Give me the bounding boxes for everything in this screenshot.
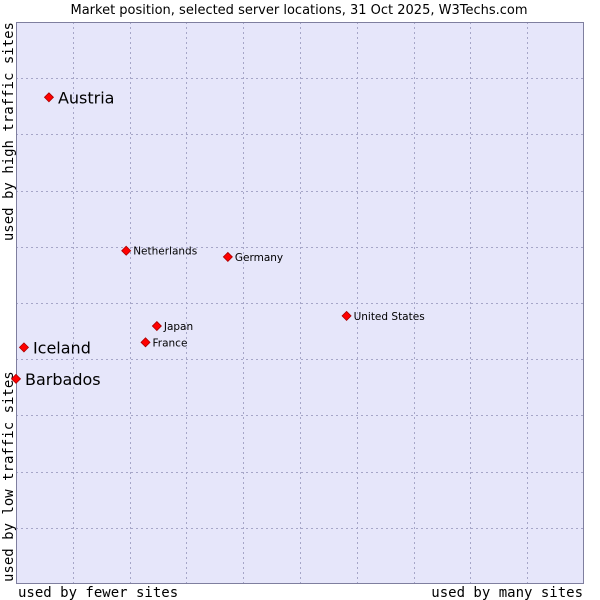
data-point-marker-united-states: [341, 310, 352, 321]
data-point-marker-iceland: [18, 342, 30, 353]
data-point-label-netherlands: Netherlands: [133, 246, 197, 258]
data-point-label-france: France: [153, 337, 188, 349]
y-axis-label-top: used by high traffic sites: [1, 22, 17, 241]
data-point-label-austria: Austria: [58, 88, 115, 107]
data-point-marker-austria: [43, 92, 55, 103]
data-point-label-japan: Japan: [163, 321, 193, 333]
data-point-marker-germany: [222, 251, 233, 262]
grid-lines: [16, 22, 584, 584]
data-point-label-iceland: Iceland: [33, 338, 91, 357]
data-point-label-barbados: Barbados: [25, 370, 101, 389]
data-point-marker-barbados: [10, 373, 22, 384]
x-axis-label-left: used by fewer sites: [18, 585, 178, 600]
plot-border: [16, 22, 584, 584]
data-point-marker-japan: [151, 320, 162, 332]
data-point-label-united-states: United States: [354, 311, 425, 323]
data-point-label-germany: Germany: [235, 252, 283, 264]
y-axis-label-bottom: used by low traffic sites: [1, 371, 17, 582]
data-point-marker-france: [140, 337, 151, 348]
data-points: Austria Netherlands Germany United States Ja…: [10, 88, 425, 389]
x-axis-label-right: used by many sites: [431, 585, 583, 600]
chart-title: Market position, selected server locatio…: [70, 3, 527, 18]
data-point-marker-netherlands: [121, 245, 132, 256]
